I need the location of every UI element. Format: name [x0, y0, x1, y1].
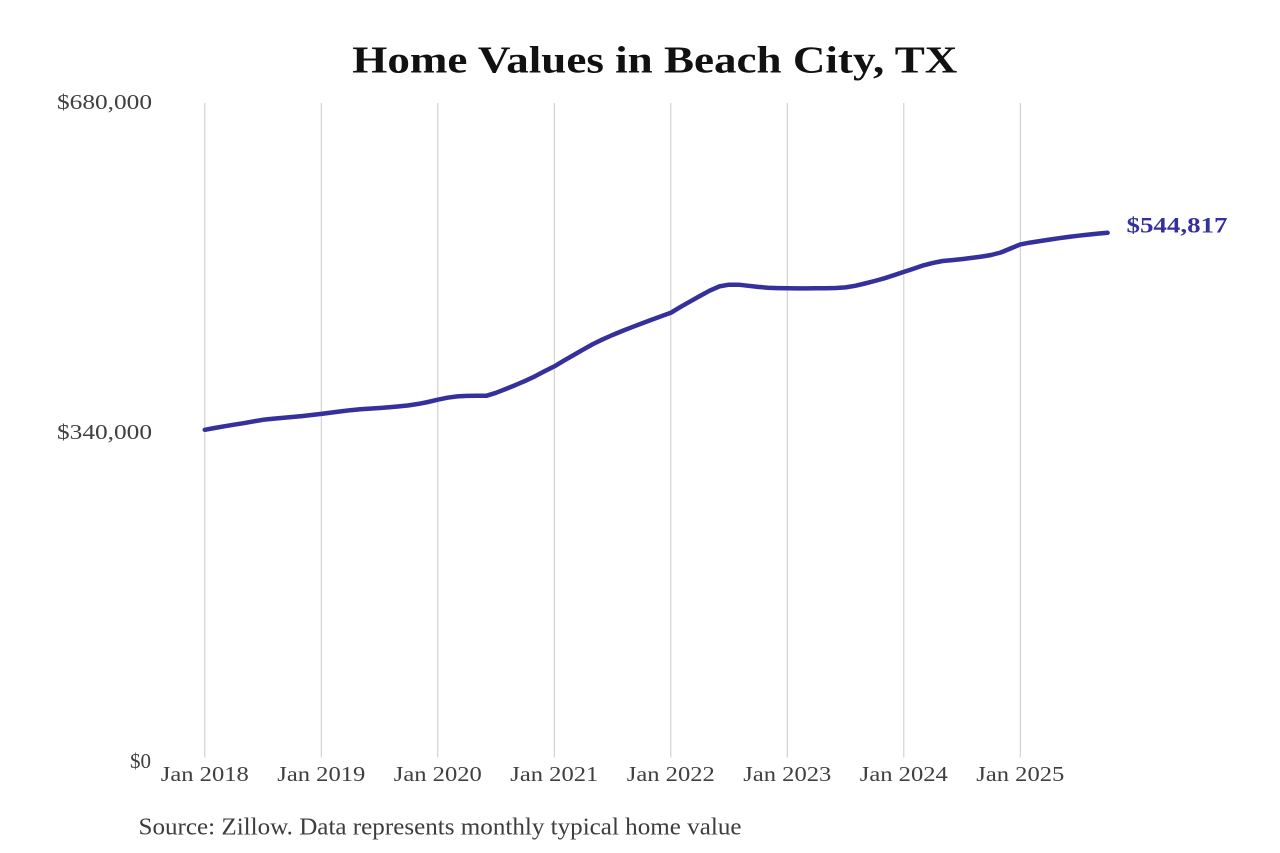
svg-text:Jan 2021: Jan 2021 [510, 762, 598, 786]
svg-text:Jan 2023: Jan 2023 [743, 762, 831, 786]
svg-text:$0: $0 [130, 749, 151, 773]
svg-text:$680,000: $680,000 [57, 90, 152, 114]
svg-text:Jan 2019: Jan 2019 [277, 762, 365, 786]
svg-text:Jan 2022: Jan 2022 [627, 762, 715, 786]
svg-text:Source: Zillow. Data represent: Source: Zillow. Data represents monthly … [139, 815, 742, 841]
svg-text:Jan 2020: Jan 2020 [394, 762, 482, 786]
svg-text:Jan 2025: Jan 2025 [976, 762, 1064, 786]
svg-text:$544,817: $544,817 [1127, 213, 1228, 238]
svg-text:Home Values in Beach City, TX: Home Values in Beach City, TX [352, 40, 957, 82]
svg-text:Jan 2024: Jan 2024 [860, 762, 949, 786]
svg-text:Jan 2018: Jan 2018 [161, 762, 249, 786]
svg-text:$340,000: $340,000 [57, 420, 152, 444]
